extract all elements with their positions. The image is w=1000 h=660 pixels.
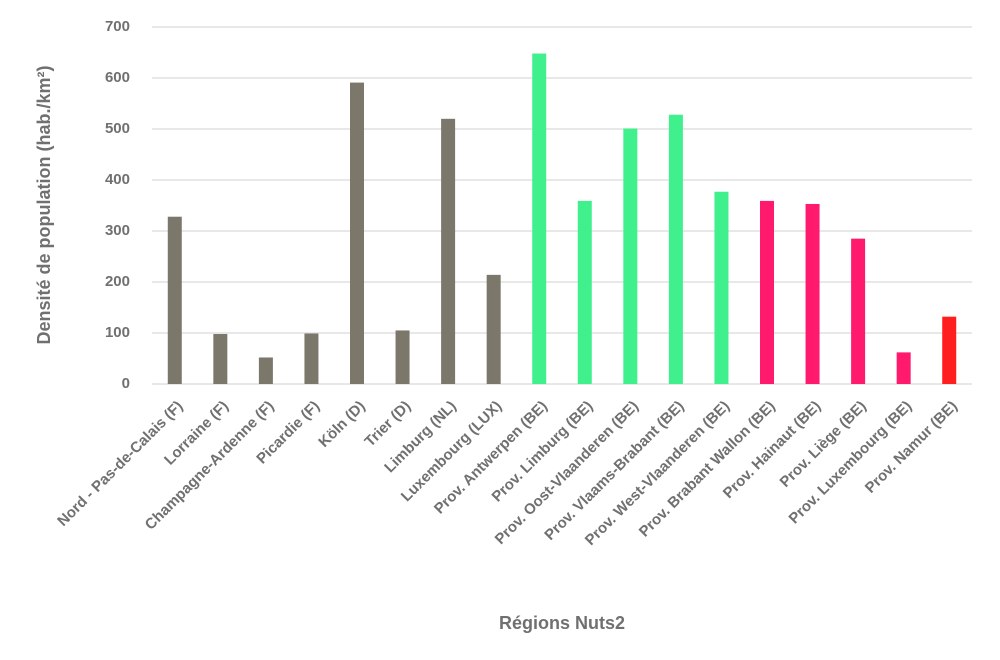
bar: [760, 200, 774, 384]
y-tick-label: 500: [105, 120, 130, 137]
bar: [258, 357, 273, 384]
y-tick-label: 600: [105, 69, 130, 86]
bar: [304, 333, 319, 384]
y-tick-label: 300: [105, 222, 130, 239]
y-tick-label: 0: [122, 375, 130, 392]
y-tick-label: 100: [105, 324, 130, 341]
bar: [213, 334, 228, 384]
bar: [486, 274, 501, 384]
bar: [532, 53, 547, 385]
bar: [623, 128, 638, 384]
bar: [805, 203, 820, 384]
bar: [441, 118, 456, 385]
bar: [350, 82, 364, 384]
x-tick-label: Köln (D): [315, 398, 368, 451]
bar: [714, 191, 729, 384]
bar: [395, 330, 410, 384]
bar: [668, 114, 683, 384]
x-axis-title: Régions Nuts2: [499, 613, 625, 633]
bar: [896, 352, 911, 384]
y-tick-label: 200: [105, 273, 130, 290]
bar: [167, 216, 182, 384]
bar: [942, 316, 957, 384]
bar: [851, 238, 866, 384]
y-tick-label: 400: [105, 171, 130, 188]
y-axis-title: Densité de population (hab./km²): [34, 65, 54, 344]
y-tick-label: 700: [105, 18, 130, 35]
bar: [577, 200, 592, 384]
